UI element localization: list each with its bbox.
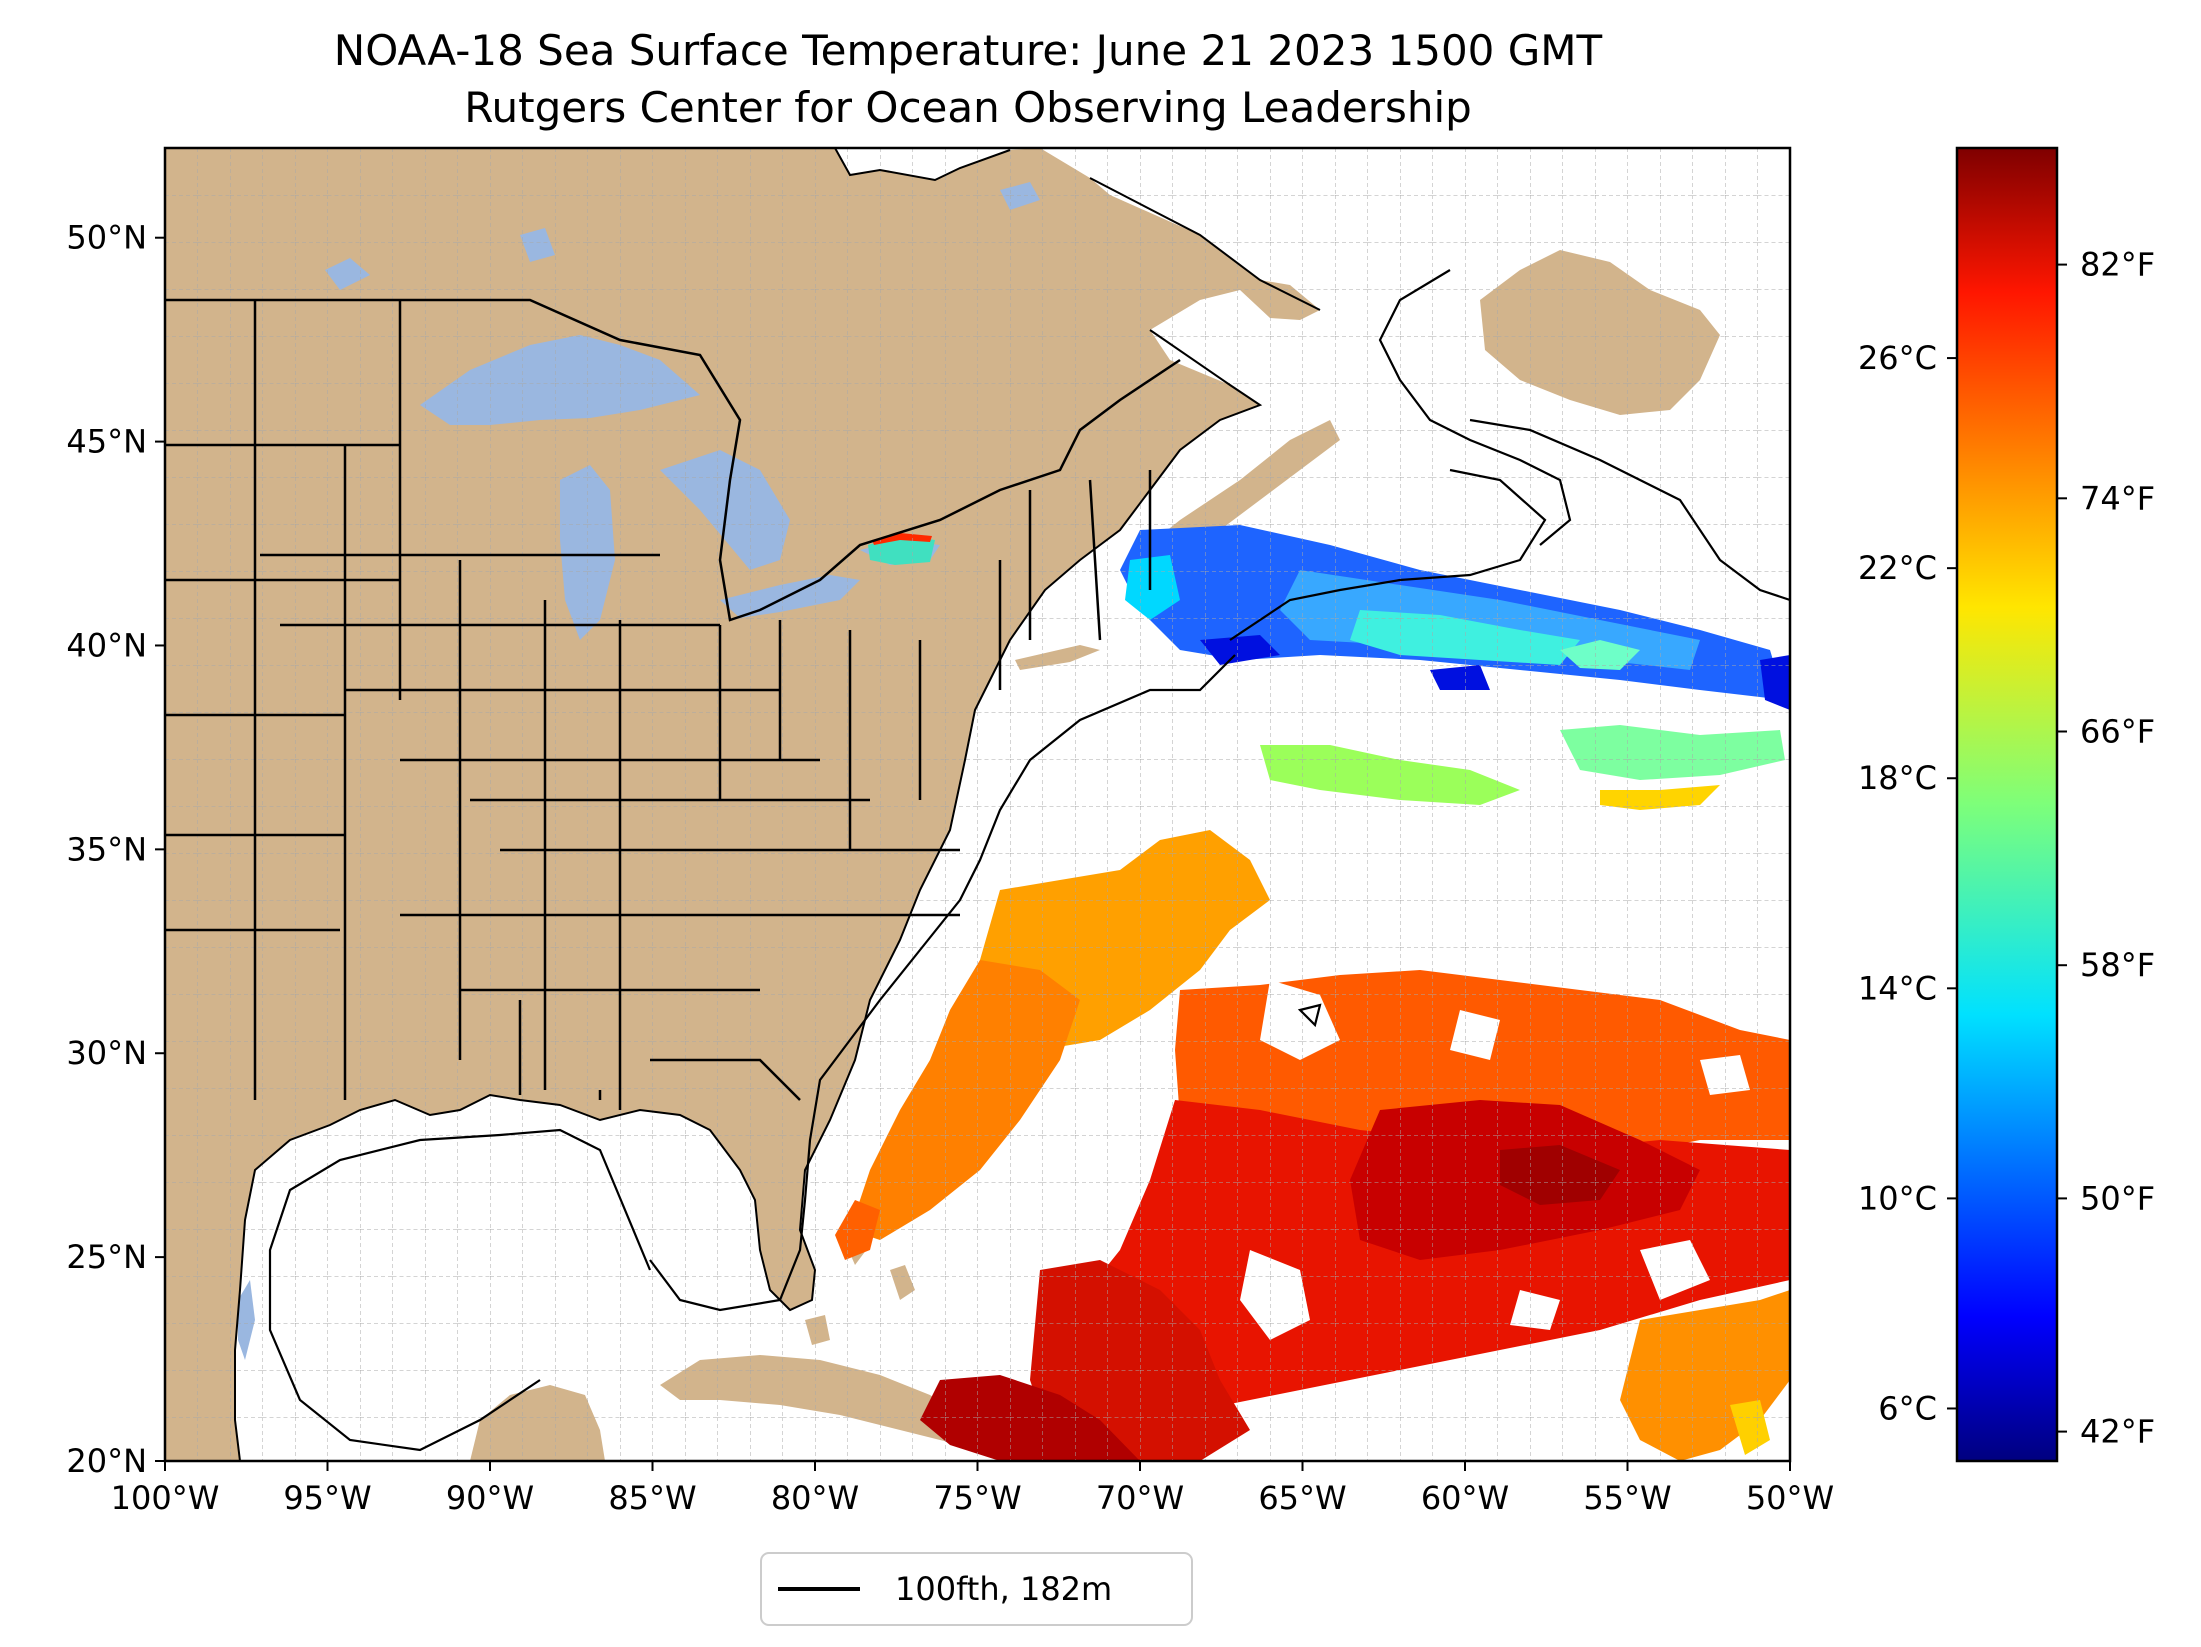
colorbar-celsius-label: 22°C: [1858, 549, 1937, 587]
lon-tick-label: 80°W: [771, 1479, 859, 1517]
lat-tick-label: 35°N: [66, 830, 147, 868]
colorbar-celsius-label: 26°C: [1858, 339, 1937, 377]
legend-label: 100fth, 182m: [895, 1570, 1112, 1608]
lon-tick-label: 75°W: [933, 1479, 1021, 1517]
colorbar-fahrenheit-axis: 42°F 50°F 58°F 66°F 74°F 82°F: [2057, 246, 2155, 1451]
graticule: [165, 148, 1790, 1461]
colorbar-fahrenheit-label: 82°F: [2080, 246, 2155, 284]
colorbar: 6°C 10°C 14°C 18°C 22°C 26°C 42°F 50°F 58°F 66°F…: [1858, 146, 2155, 1463]
lat-tick-label: 20°N: [66, 1442, 147, 1480]
map-title: NOAA-18 Sea Surface Temperature: June 21…: [334, 26, 1603, 75]
lon-tick-label: 85°W: [608, 1479, 696, 1517]
lon-tick-label: 60°W: [1421, 1479, 1509, 1517]
lat-tick-label: 45°N: [66, 423, 147, 461]
colorbar-celsius-axis: 6°C 10°C 14°C 18°C 22°C 26°C: [1858, 339, 1957, 1427]
lon-tick-label: 90°W: [446, 1479, 534, 1517]
colorbar-fahrenheit-label: 50°F: [2080, 1179, 2155, 1217]
longitude-axis: 100°W 95°W 90°W 85°W 80°W 75°W 70°W 65°W 60°W 55°…: [111, 1461, 1834, 1517]
lat-tick-label: 30°N: [66, 1034, 147, 1072]
lat-tick-label: 40°N: [66, 626, 147, 664]
lon-tick-label: 95°W: [283, 1479, 371, 1517]
coastline: [234, 148, 1321, 1461]
lon-tick-label: 100°W: [111, 1479, 220, 1517]
colorbar-celsius-label: 6°C: [1878, 1389, 1937, 1427]
lon-tick-label: 50°W: [1746, 1479, 1834, 1517]
legend-box: 100fth, 182m: [760, 1552, 1193, 1626]
colorbar-fahrenheit-label: 66°F: [2080, 712, 2155, 750]
colorbar-celsius-label: 18°C: [1858, 759, 1937, 797]
colorbar-fahrenheit-label: 58°F: [2080, 946, 2155, 984]
colorbar-gradient: [1955, 146, 2059, 1463]
lat-tick-label: 25°N: [66, 1238, 147, 1276]
colorbar-fahrenheit-label: 74°F: [2080, 479, 2155, 517]
political-borders: [165, 298, 1181, 1110]
lon-tick-label: 55°W: [1583, 1479, 1671, 1517]
lon-tick-label: 70°W: [1096, 1479, 1184, 1517]
lat-tick-label: 50°N: [66, 219, 147, 257]
colorbar-celsius-label: 10°C: [1858, 1179, 1937, 1217]
colorbar-fahrenheit-label: 42°F: [2080, 1413, 2155, 1451]
map-subtitle: Rutgers Center for Ocean Observing Leade…: [464, 83, 1472, 132]
latitude-axis: 20°N 25°N 30°N 35°N 40°N 45°N 50°N: [66, 219, 165, 1480]
colorbar-celsius-label: 14°C: [1858, 969, 1937, 1007]
map-panel: [165, 148, 1790, 1461]
lon-tick-label: 65°W: [1258, 1479, 1346, 1517]
